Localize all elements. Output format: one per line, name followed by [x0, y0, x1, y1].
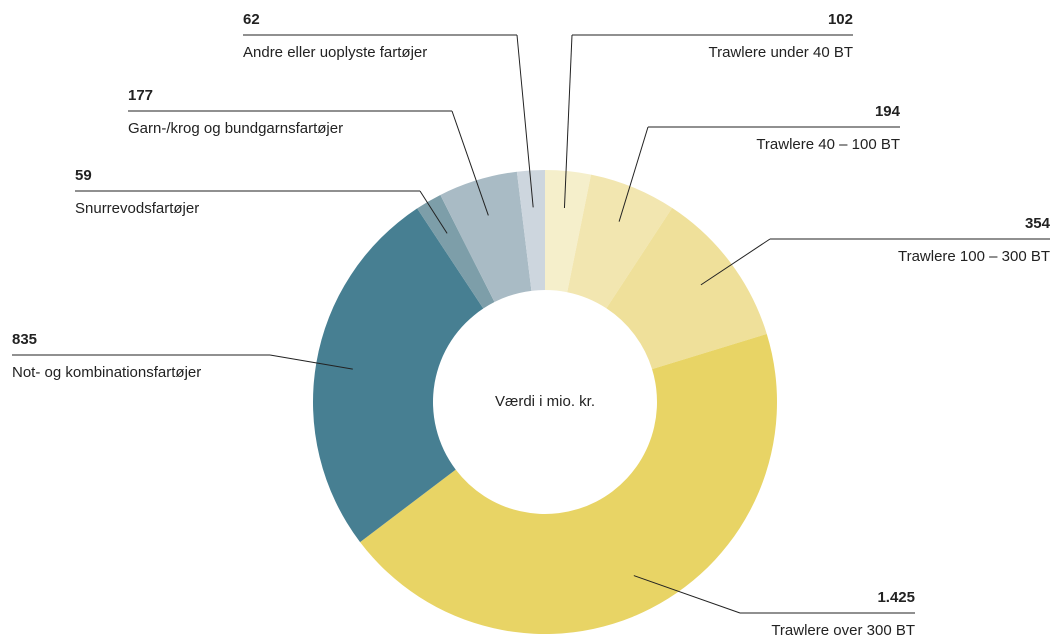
category-label: Trawlere under 40 BT [708, 44, 853, 61]
category-label: Trawlere over 300 BT [771, 622, 915, 639]
donut-segment [417, 194, 495, 309]
value-label: 177 [128, 87, 153, 104]
value-label: 102 [828, 11, 853, 28]
donut-segment [313, 208, 484, 543]
donut-segment [516, 170, 545, 291]
leader-line [563, 34, 573, 208]
center-label: Værdi i mio. kr. [495, 393, 595, 410]
leader-line [451, 110, 489, 216]
leader-line [516, 34, 534, 208]
value-label: 1.425 [877, 589, 915, 606]
category-label: Garn-/krog og bundgarnsfartøjer [128, 120, 343, 137]
value-label: 62 [243, 11, 260, 28]
donut-segment [567, 174, 673, 309]
donut-segment [440, 171, 532, 303]
category-label: Snurrevodsfartøjer [75, 200, 199, 217]
value-label: 354 [1025, 215, 1051, 232]
category-label: Trawlere 40 – 100 BT [756, 136, 900, 153]
category-label: Not- og kombinationsfartøjer [12, 364, 201, 381]
leader-line [633, 575, 741, 614]
donut-segment [360, 333, 777, 635]
value-label: 194 [875, 103, 901, 120]
category-label: Andre eller uoplyste fartøjer [243, 44, 427, 61]
leader-line [419, 190, 448, 234]
leader-line [269, 354, 353, 370]
donut-segment [606, 207, 767, 370]
value-label: 835 [12, 331, 37, 348]
annotations: 102 Trawlere under 40 BT 194 Trawlere 40 – … [12, 11, 1051, 639]
leader-line [700, 238, 771, 286]
leader-line [618, 126, 649, 222]
value-label: 59 [75, 167, 92, 184]
donut-segment [545, 170, 592, 293]
category-label: Trawlere 100 – 300 BT [898, 248, 1050, 265]
